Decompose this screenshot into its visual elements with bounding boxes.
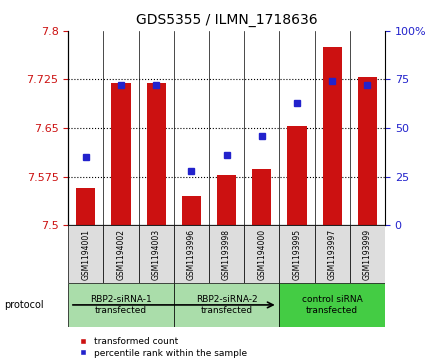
Bar — [174, 283, 279, 327]
Text: GSM1194001: GSM1194001 — [81, 229, 90, 280]
Text: GSM1194003: GSM1194003 — [152, 229, 161, 280]
Text: control siRNA
transfected: control siRNA transfected — [302, 295, 363, 315]
Legend: transformed count, percentile rank within the sample: transformed count, percentile rank withi… — [73, 336, 249, 359]
Text: GSM1193996: GSM1193996 — [187, 229, 196, 280]
Bar — [68, 283, 174, 327]
Text: GSM1193995: GSM1193995 — [293, 229, 301, 280]
Text: GSM1193998: GSM1193998 — [222, 229, 231, 280]
Text: protocol: protocol — [4, 300, 44, 310]
Bar — [139, 225, 174, 283]
Text: GSM1194002: GSM1194002 — [117, 229, 125, 280]
Bar — [252, 170, 271, 225]
Bar — [244, 225, 279, 283]
Text: RBP2-siRNA-2
transfected: RBP2-siRNA-2 transfected — [196, 295, 257, 315]
Bar — [182, 196, 201, 225]
Bar — [103, 225, 139, 283]
Bar — [76, 188, 95, 225]
Bar — [147, 83, 166, 225]
Bar — [287, 126, 307, 225]
Bar — [315, 225, 350, 283]
Title: GDS5355 / ILMN_1718636: GDS5355 / ILMN_1718636 — [136, 13, 317, 27]
Text: GSM1193997: GSM1193997 — [328, 229, 337, 280]
Bar — [323, 47, 342, 225]
Bar — [209, 225, 244, 283]
Bar — [174, 225, 209, 283]
Bar — [217, 175, 236, 225]
Bar — [279, 283, 385, 327]
Text: GSM1193999: GSM1193999 — [363, 229, 372, 280]
Bar — [350, 225, 385, 283]
Bar — [358, 77, 377, 225]
Bar — [279, 225, 315, 283]
Text: GSM1194000: GSM1194000 — [257, 229, 266, 280]
Bar — [68, 225, 103, 283]
Text: RBP2-siRNA-1
transfected: RBP2-siRNA-1 transfected — [90, 295, 152, 315]
Bar — [111, 83, 131, 225]
